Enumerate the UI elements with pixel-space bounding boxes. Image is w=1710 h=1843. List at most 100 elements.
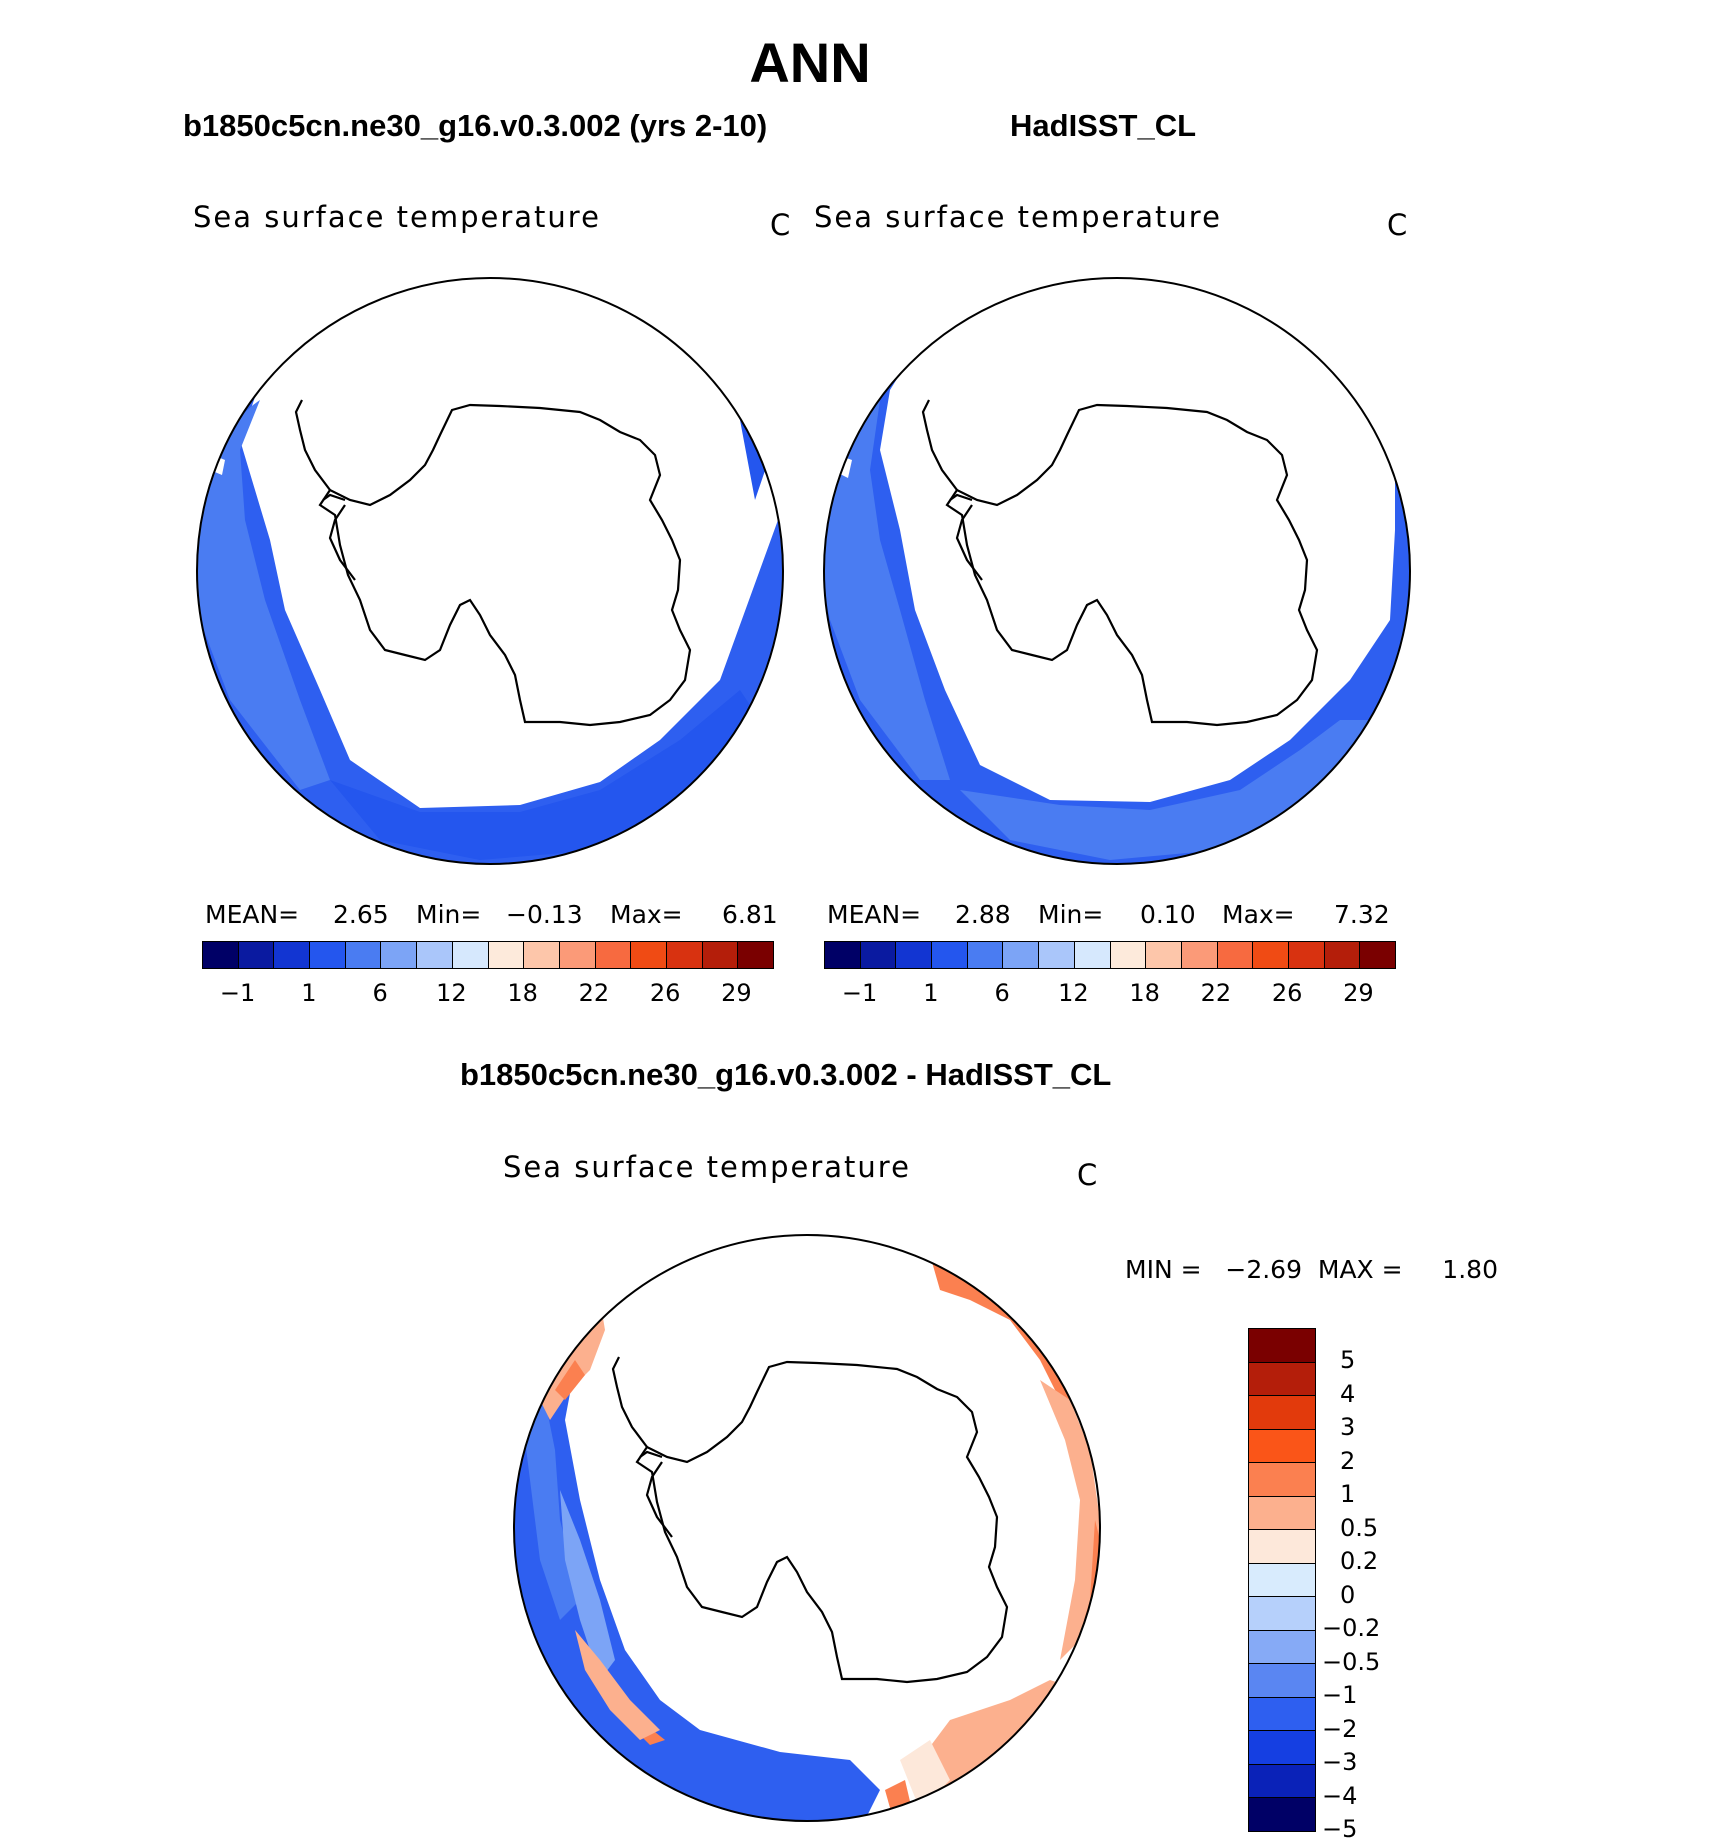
model-colorbar-tick-label: 18 [507, 979, 538, 1007]
diff-colorbar-swatch [1249, 1463, 1315, 1497]
model-sst-field [197, 278, 783, 864]
obs-unit-label: C [1387, 208, 1408, 242]
diff-colorbar-tick-label: 0 [1340, 1580, 1356, 1609]
obs-colorbar-swatch [825, 942, 861, 968]
obs-colorbar-swatch [1003, 942, 1040, 968]
model-colorbar-swatch [345, 942, 382, 968]
obs-colorbar-tick-label: 22 [1200, 979, 1232, 1007]
diff-colorbar-swatch [1249, 1329, 1315, 1363]
model-colorbar-swatch [238, 942, 275, 968]
diff-colorbar-tick-label: 0.5 [1340, 1513, 1379, 1542]
obs-colorbar-tick-label: 6 [994, 979, 1010, 1007]
diff-colorbar [1248, 1328, 1316, 1832]
diff-colorbar-swatch [1249, 1697, 1315, 1732]
obs-max-value: 7.32 [1334, 900, 1390, 929]
diff-colorbar-swatch [1249, 1563, 1315, 1598]
model-colorbar-tick-label: 12 [436, 979, 467, 1007]
model-colorbar-swatch [274, 942, 311, 968]
model-colorbar-swatch [417, 942, 453, 968]
obs-colorbar-swatch [1039, 942, 1075, 968]
model-colorbar-swatch [381, 942, 418, 968]
model-colorbar-swatch [559, 942, 596, 968]
obs-sst-field [824, 278, 1410, 864]
model-colorbar-tick-label: −1 [219, 979, 256, 1007]
diff-colorbar-swatch [1249, 1764, 1315, 1799]
obs-antarctica-outline [921, 399, 1319, 727]
obs-colorbar-swatch [932, 942, 968, 968]
diff-panel-header: b1850c5cn.ne30_g16.v0.3.002 - HadISST_CL [460, 1057, 1112, 1092]
obs-colorbar-tick-label: 26 [1271, 979, 1303, 1007]
model-colorbar-swatch [595, 942, 632, 968]
model-colorbar-swatch [452, 942, 489, 968]
model-colorbar-tick-label: 22 [578, 979, 610, 1007]
obs-panel-header: HadISST_CL [1010, 108, 1197, 143]
diff-variable-label: Sea surface temperature [503, 1150, 911, 1184]
diff-colorbar-tick-label: −0.2 [1322, 1614, 1381, 1643]
obs-colorbar-swatch [967, 942, 1004, 968]
diff-colorbar-swatch [1249, 1396, 1315, 1430]
model-variable-label: Sea surface temperature [193, 200, 601, 234]
obs-colorbar [824, 941, 1396, 969]
obs-colorbar-swatch [1253, 942, 1289, 968]
model-colorbar-swatch [702, 942, 739, 968]
diff-colorbar-tick-label: −4 [1322, 1781, 1358, 1810]
model-unit-label: C [770, 208, 791, 242]
diff-colorbar-tick-label: 1 [1340, 1480, 1356, 1509]
model-colorbar-swatch [310, 942, 346, 968]
model-max-label: Max= [610, 900, 683, 929]
obs-min-value: 0.10 [1140, 900, 1196, 929]
diff-colorbar-tick-label: −3 [1322, 1748, 1358, 1777]
diff-antarctica-outline [611, 1356, 1009, 1684]
obs-colorbar-swatch [1146, 942, 1182, 968]
diff-colorbar-swatch [1249, 1530, 1315, 1564]
diff-colorbar-tick-label: 3 [1340, 1413, 1356, 1442]
diff-colorbar-tick-label: −2 [1322, 1714, 1358, 1743]
diff-unit-label: C [1077, 1158, 1098, 1192]
model-colorbar-tick-label: 29 [721, 979, 752, 1007]
model-min-value: −0.13 [506, 900, 583, 929]
model-mean-label: MEAN= [205, 900, 300, 929]
obs-colorbar-swatch [1217, 942, 1254, 968]
obs-colorbar-swatch [896, 942, 933, 968]
obs-colorbar-swatch [1110, 942, 1147, 968]
diff-colorbar-swatch [1249, 1496, 1315, 1531]
obs-colorbar-tick-label: 18 [1129, 979, 1160, 1007]
diff-colorbar-swatch [1249, 1664, 1315, 1698]
obs-colorbar-tick-label: 1 [923, 979, 939, 1007]
diff-colorbar-swatch [1249, 1362, 1315, 1397]
model-colorbar-swatch [666, 942, 703, 968]
diff-colorbar-tick-label: 0.2 [1340, 1547, 1379, 1576]
obs-colorbar-tick-label: 12 [1058, 979, 1089, 1007]
model-panel-header: b1850c5cn.ne30_g16.v0.3.002 (yrs 2-10) [183, 108, 768, 143]
model-colorbar-tick-label: 26 [649, 979, 681, 1007]
model-mean-value: 2.65 [333, 900, 389, 929]
diff-colorbar-tick-label: −0.5 [1322, 1647, 1381, 1676]
diff-colorbar-tick-label: 5 [1340, 1346, 1356, 1375]
obs-colorbar-swatch [1074, 942, 1111, 968]
model-colorbar [202, 941, 774, 969]
obs-colorbar-swatch [1324, 942, 1361, 968]
diff-colorbar-swatch [1249, 1597, 1315, 1631]
model-colorbar-swatch [488, 942, 525, 968]
obs-colorbar-swatch [1360, 942, 1395, 968]
diff-colorbar-swatch [1249, 1731, 1315, 1765]
obs-colorbar-swatch [1181, 942, 1218, 968]
obs-mean-label: MEAN= [827, 900, 922, 929]
model-colorbar-swatch [631, 942, 667, 968]
obs-colorbar-swatch [1288, 942, 1325, 968]
diff-colorbar-swatch [1249, 1429, 1315, 1464]
diff-colorbar-swatch [1249, 1798, 1315, 1831]
obs-colorbar-swatch [860, 942, 897, 968]
obs-colorbar-tick-label: 29 [1343, 979, 1374, 1007]
diff-colorbar-tick-label: −5 [1322, 1815, 1358, 1843]
model-colorbar-swatch [738, 942, 773, 968]
diff-colorbar-tick-label: 4 [1340, 1379, 1356, 1408]
obs-min-label: Min= [1038, 900, 1104, 929]
main-title: ANN [749, 31, 871, 94]
model-colorbar-tick-label: 6 [372, 979, 388, 1007]
model-antarctica-outline [294, 399, 692, 727]
obs-variable-label: Sea surface temperature [814, 200, 1222, 234]
diff-sst-field [514, 1255, 1100, 1821]
diff-colorbar-tick-label: −1 [1322, 1681, 1358, 1710]
obs-colorbar-tick-label: −1 [841, 979, 878, 1007]
